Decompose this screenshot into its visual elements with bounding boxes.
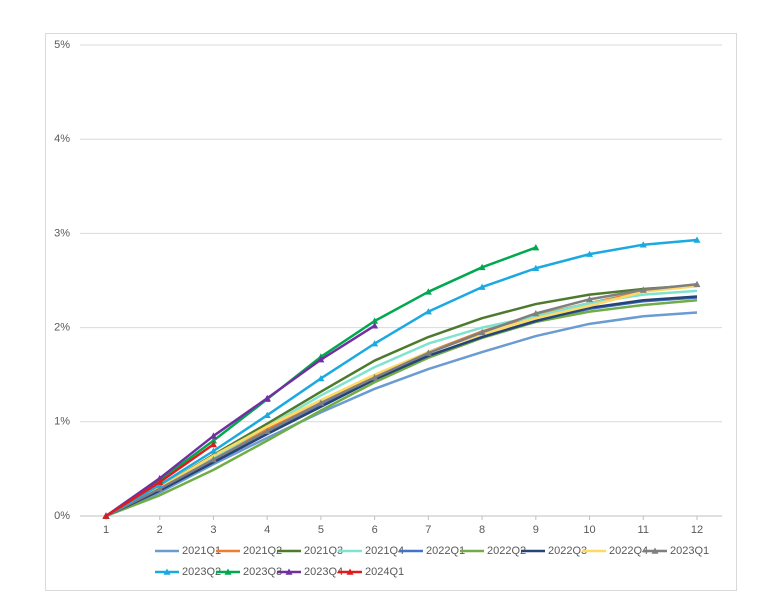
point-marker xyxy=(586,250,594,257)
legend-marker xyxy=(346,568,354,575)
point-marker xyxy=(693,280,701,288)
point-marker xyxy=(424,308,432,315)
point-marker xyxy=(424,349,432,356)
point-marker xyxy=(263,411,271,419)
legend-label: 2024Q1 xyxy=(365,566,404,578)
legend-label: 2021Q3 xyxy=(304,545,343,557)
x-tick-label: 2 xyxy=(157,524,163,536)
legend-marker xyxy=(651,547,659,554)
y-tick-label: 0% xyxy=(54,510,70,522)
point-marker xyxy=(371,340,379,347)
point-marker xyxy=(263,394,271,402)
x-tick-label: 6 xyxy=(372,524,378,536)
point-marker xyxy=(156,485,164,492)
point-marker xyxy=(478,328,486,336)
series-line xyxy=(105,295,698,518)
legend-label: 2022Q2 xyxy=(487,545,526,557)
point-marker xyxy=(532,264,540,272)
series-line xyxy=(105,311,698,518)
point-marker xyxy=(209,455,217,463)
x-tick-label: 4 xyxy=(264,524,270,536)
point-marker xyxy=(371,374,379,381)
x-tick-label: 10 xyxy=(583,524,595,536)
legend-label: 2021Q1 xyxy=(182,545,221,557)
point-marker xyxy=(209,447,217,454)
y-tick-label: 4% xyxy=(54,133,70,145)
point-marker xyxy=(102,512,110,519)
y-tick-label: 2% xyxy=(54,322,70,334)
point-marker xyxy=(639,241,647,248)
series-line xyxy=(105,289,698,518)
point-marker xyxy=(586,295,594,303)
legend-label: 2021Q2 xyxy=(243,545,282,557)
point-marker xyxy=(532,309,540,317)
point-marker xyxy=(209,437,217,444)
y-tick-label: 5% xyxy=(54,39,70,51)
x-tick-label: 5 xyxy=(318,524,324,536)
legend-label: 2023Q1 xyxy=(670,545,709,557)
legend-label: 2023Q4 xyxy=(304,566,343,578)
point-marker xyxy=(478,263,486,271)
point-marker xyxy=(263,427,271,435)
point-marker xyxy=(478,283,486,290)
x-tick-label: 11 xyxy=(638,524,649,536)
legend-label: 2022Q1 xyxy=(426,545,465,557)
x-tick-label: 3 xyxy=(210,524,216,536)
series-line xyxy=(105,324,376,518)
legend-marker xyxy=(285,568,293,575)
point-marker xyxy=(639,286,647,293)
series-line xyxy=(105,283,698,518)
point-marker xyxy=(371,317,379,324)
point-marker xyxy=(532,244,540,251)
point-marker xyxy=(371,322,379,329)
point-marker xyxy=(424,288,432,295)
point-marker xyxy=(209,440,217,448)
legend-label: 2022Q4 xyxy=(609,545,648,557)
legend-marker xyxy=(163,568,171,575)
x-tick-label: 8 xyxy=(479,524,485,536)
y-tick-label: 3% xyxy=(54,227,70,239)
legend-marker xyxy=(224,568,232,575)
point-marker xyxy=(693,236,701,243)
point-marker xyxy=(317,374,325,382)
x-tick-label: 7 xyxy=(425,524,431,536)
legend-label: 2021Q4 xyxy=(365,545,404,557)
series-line xyxy=(105,284,698,518)
series-line xyxy=(105,238,698,518)
legend-label: 2023Q3 xyxy=(243,566,282,578)
x-tick-label: 12 xyxy=(691,524,703,536)
point-marker xyxy=(317,399,325,406)
point-marker xyxy=(156,478,164,485)
point-marker xyxy=(209,432,217,439)
series-line xyxy=(105,299,698,518)
x-tick-label: 9 xyxy=(533,524,539,536)
point-marker xyxy=(317,356,325,363)
y-tick-label: 1% xyxy=(54,416,70,428)
legend-label: 2022Q3 xyxy=(548,545,587,557)
x-tick-label: 1 xyxy=(103,524,109,536)
legend-label: 2023Q2 xyxy=(182,566,221,578)
